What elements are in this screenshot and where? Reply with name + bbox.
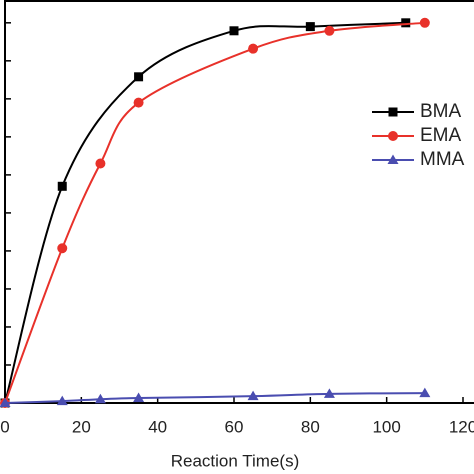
x-tick-label: 20 bbox=[72, 417, 91, 436]
marker bbox=[133, 392, 145, 403]
marker bbox=[419, 17, 430, 28]
x-tick-label: 120 bbox=[449, 417, 474, 436]
marker bbox=[401, 18, 411, 28]
marker bbox=[56, 395, 68, 406]
marker bbox=[133, 97, 144, 108]
marker bbox=[229, 26, 239, 36]
x-tick-label: 80 bbox=[301, 417, 320, 436]
marker bbox=[305, 22, 315, 32]
legend-label: EMA bbox=[420, 125, 462, 146]
marker bbox=[95, 158, 106, 169]
x-tick-label: 40 bbox=[148, 417, 167, 436]
series-line bbox=[4, 21, 406, 404]
marker bbox=[248, 43, 259, 54]
marker bbox=[387, 154, 399, 164]
marker bbox=[57, 243, 68, 254]
marker bbox=[94, 393, 106, 404]
marker bbox=[57, 181, 67, 191]
marker bbox=[247, 390, 259, 401]
marker bbox=[388, 131, 398, 141]
legend-label: MMA bbox=[420, 149, 465, 170]
x-axis-label: Reaction Time(s) bbox=[171, 451, 299, 470]
marker bbox=[0, 397, 11, 407]
series-line bbox=[4, 392, 425, 404]
x-tick-label: 0 bbox=[0, 417, 9, 436]
legend-label: BMA bbox=[420, 101, 462, 122]
x-tick-label: 100 bbox=[372, 417, 400, 436]
marker bbox=[323, 388, 335, 398]
x-tick-label: 60 bbox=[225, 417, 244, 436]
marker bbox=[419, 387, 431, 398]
marker bbox=[388, 107, 398, 117]
marker bbox=[134, 72, 144, 82]
marker bbox=[324, 25, 335, 36]
series-line bbox=[4, 21, 425, 404]
